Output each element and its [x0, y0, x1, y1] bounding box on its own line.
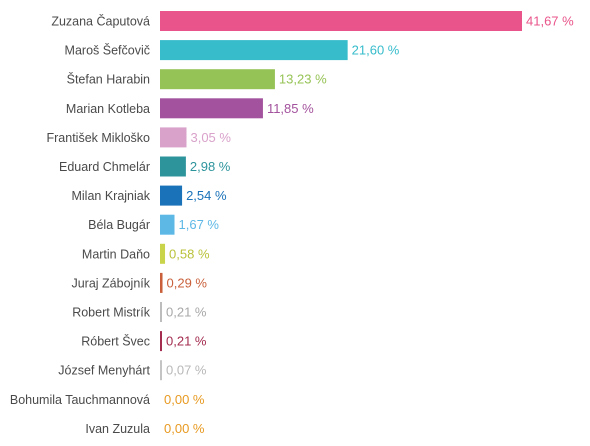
value-label: 2,54 %	[186, 188, 227, 203]
category-label: Juraj Zábojník	[71, 276, 150, 290]
bar	[160, 185, 183, 206]
bar-row: Zuzana Čaputová 41,67 %	[51, 11, 574, 31]
bar-row: Béla Bugár 1,67 %	[88, 214, 220, 235]
bar	[160, 40, 348, 61]
category-label: Ivan Zuzula	[85, 422, 150, 436]
category-label: Eduard Chmelár	[59, 160, 150, 174]
bar-row: František Mikloško 3,05 %	[47, 127, 231, 148]
bar-row: Róbert Švec 0,21 %	[81, 331, 207, 352]
chart-rows: Zuzana Čaputová 41,67 % Maroš Šefčovič 21,6…	[10, 11, 574, 436]
value-label: 0,21 %	[166, 305, 207, 320]
bar	[160, 98, 263, 119]
bar-row: Milan Krajniak 2,54 %	[71, 185, 227, 206]
bar	[160, 156, 186, 177]
value-label: 0,00 %	[164, 392, 205, 407]
bar	[160, 302, 162, 322]
bar-row: Ivan Zuzula 0,00 %	[85, 421, 205, 436]
bar	[160, 272, 163, 293]
bar	[160, 331, 162, 352]
bar	[160, 127, 187, 148]
value-label: 13,23 %	[279, 72, 327, 87]
bar-row: Bohumila Tauchmannová 0,00 %	[10, 392, 205, 407]
value-label: 21,60 %	[352, 43, 400, 58]
bar-row: József Menyhárt 0,07 %	[58, 360, 207, 381]
bar	[160, 214, 175, 235]
bar	[160, 360, 162, 381]
category-label: Martin Daňo	[82, 247, 150, 261]
category-label: František Mikloško	[47, 131, 151, 145]
bar-row: Eduard Chmelár 2,98 %	[59, 156, 231, 177]
value-label: 3,05 %	[190, 130, 231, 145]
value-label: 0,29 %	[167, 275, 208, 290]
value-label: 2,98 %	[190, 159, 231, 174]
category-label: Béla Bugár	[88, 218, 150, 232]
value-label: 0,07 %	[166, 363, 207, 378]
bar-row: Robert Mistrík 0,21 %	[72, 302, 207, 322]
bar-row: Juraj Zábojník 0,29 %	[71, 272, 208, 293]
bar	[160, 69, 275, 90]
category-label: Zuzana Čaputová	[51, 14, 150, 29]
category-label: Štefan Harabin	[67, 72, 150, 87]
value-label: 0,58 %	[169, 246, 210, 261]
value-label: 41,67 %	[526, 14, 574, 29]
category-label: Milan Krajniak	[71, 189, 150, 203]
bar-row: Martin Daňo 0,58 %	[82, 243, 210, 264]
bar	[160, 243, 166, 264]
bar-row: Maroš Šefčovič 21,60 %	[65, 40, 400, 61]
bar-row: Štefan Harabin 13,23 %	[67, 69, 327, 90]
value-label: 0,00 %	[164, 421, 205, 436]
category-label: József Menyhárt	[58, 364, 150, 378]
value-label: 1,67 %	[179, 217, 220, 232]
category-label: Maroš Šefčovič	[65, 43, 150, 58]
value-label: 0,21 %	[166, 334, 207, 349]
value-label: 11,85 %	[267, 101, 314, 116]
category-label: Marian Kotleba	[66, 102, 150, 116]
category-label: Róbert Švec	[81, 334, 150, 349]
bar	[160, 11, 522, 31]
bar-row: Marian Kotleba 11,85 %	[66, 98, 314, 119]
category-label: Bohumila Tauchmannová	[10, 393, 150, 407]
category-label: Robert Mistrík	[72, 306, 151, 320]
